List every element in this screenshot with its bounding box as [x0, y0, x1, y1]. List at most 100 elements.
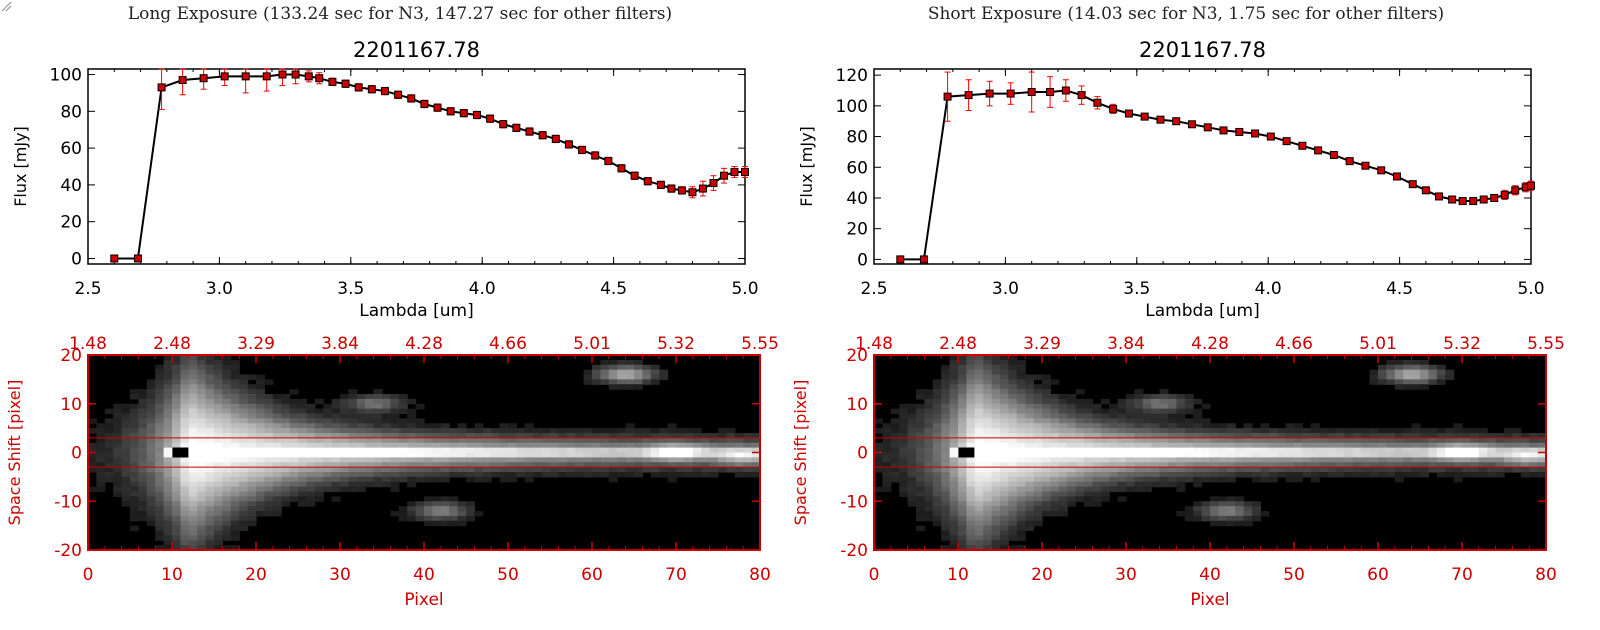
top-tick-label: 3.29 — [1023, 334, 1061, 354]
data-point — [315, 74, 324, 83]
data-point — [394, 90, 403, 99]
image-pixels — [88, 355, 761, 551]
data-point — [1448, 195, 1457, 204]
data-point — [578, 145, 587, 154]
data-point — [1077, 91, 1086, 100]
x-tick-label: 3.5 — [1123, 279, 1150, 299]
data-point — [1435, 192, 1444, 201]
data-point — [985, 89, 994, 98]
spectrum-line — [900, 89, 1532, 261]
plot-frame — [873, 68, 1532, 265]
data-point — [630, 171, 639, 180]
y-axis-label: Space Shift [pixel] — [791, 380, 810, 526]
x-tick-label: 2.5 — [860, 279, 887, 299]
x-tick-label: 30 — [329, 565, 351, 585]
x-tick-label: 40 — [1199, 565, 1221, 585]
y-tick-label: 0 — [71, 249, 82, 269]
data-point — [110, 254, 119, 263]
data-point — [354, 83, 363, 92]
data-point — [1061, 86, 1070, 95]
data-point — [472, 110, 481, 119]
y-tick-label: -10 — [54, 492, 82, 512]
data-point — [1479, 195, 1488, 204]
data-point — [730, 168, 739, 177]
data-point — [525, 127, 534, 136]
short-exposure-figure: 2201167.782.5 3.0 3.5 4.0 4.5 5.0020406080100… — [791, 38, 1565, 610]
data-point — [446, 107, 455, 116]
data-point — [1377, 166, 1386, 175]
data-point — [617, 164, 626, 173]
x-tick-label: 10 — [947, 565, 969, 585]
data-point — [433, 103, 442, 112]
data-point — [1282, 137, 1291, 146]
data-point — [157, 83, 166, 92]
data-point — [220, 72, 229, 81]
x-tick-label: 4.0 — [469, 279, 496, 299]
x-axis-label: Pixel — [1190, 590, 1229, 610]
x-axis-label: Lambda [um] — [1145, 301, 1259, 321]
data-point — [262, 72, 271, 81]
x-tick-label: 0 — [83, 565, 94, 585]
x-tick-label: 4.5 — [600, 279, 627, 299]
y-tick-label: -10 — [840, 492, 868, 512]
data-point — [1490, 193, 1499, 202]
x-tick-label: 4.5 — [1386, 279, 1413, 299]
top-tick-label: 4.28 — [405, 334, 443, 354]
data-point — [133, 254, 142, 263]
x-tick-label: 50 — [1283, 565, 1305, 585]
data-point — [1392, 172, 1401, 181]
top-tick-label: 3.29 — [237, 334, 275, 354]
data-point — [1203, 123, 1212, 132]
data-point — [943, 92, 952, 101]
data-point — [741, 168, 749, 177]
data-point — [367, 85, 376, 94]
x-tick-label: 3.0 — [206, 279, 233, 299]
data-point — [643, 177, 652, 186]
data-point — [1172, 117, 1181, 126]
data-point — [1235, 127, 1244, 136]
data-point — [420, 99, 429, 108]
panel-heading: Long Exposure (133.24 sec for N3, 147.27… — [127, 4, 673, 24]
x-tick-label: 5.0 — [731, 279, 758, 299]
x-axis-label: Pixel — [404, 590, 443, 610]
top-tick-label: 4.66 — [1275, 334, 1313, 354]
data-point — [512, 123, 521, 132]
top-tick-label: 1.48 — [69, 334, 107, 354]
y-axis-label: Flux [mJy] — [797, 126, 816, 207]
data-point — [380, 87, 389, 96]
y-axis-label: Space Shift [pixel] — [5, 380, 24, 526]
x-tick-label: 2.5 — [74, 279, 101, 299]
data-point — [1124, 109, 1133, 118]
y-tick-label: 20 — [846, 220, 868, 240]
x-tick-label: 50 — [497, 565, 519, 585]
resize-grip-icon[interactable] — [0, 0, 12, 12]
top-tick-label: 1.48 — [855, 334, 893, 354]
x-tick-label: 0 — [869, 565, 880, 585]
data-point — [964, 91, 973, 100]
data-point — [407, 94, 416, 103]
data-point — [199, 74, 208, 83]
x-tick-label: 5.0 — [1517, 279, 1544, 299]
x-tick-label: 40 — [413, 565, 435, 585]
data-point — [677, 186, 686, 195]
peak-marker — [958, 447, 975, 458]
data-point — [919, 255, 928, 264]
x-tick-label: 60 — [1367, 565, 1389, 585]
plot-title: 2201167.78 — [353, 38, 480, 62]
plot-title: 2201167.78 — [1139, 38, 1266, 62]
top-tick-label: 3.84 — [1107, 334, 1145, 354]
data-point — [698, 184, 707, 193]
data-point — [1187, 120, 1196, 129]
data-point — [538, 131, 547, 140]
x-tick-label: 20 — [245, 565, 267, 585]
x-tick-label: 70 — [1451, 565, 1473, 585]
y-tick-label: 60 — [60, 139, 82, 159]
data-point — [1140, 112, 1149, 121]
x-tick-label: 10 — [161, 565, 183, 585]
data-point — [1266, 132, 1275, 141]
y-tick-label: 40 — [846, 189, 868, 209]
y-tick-label: 0 — [857, 444, 868, 464]
data-point — [551, 134, 560, 143]
top-tick-label: 4.28 — [1191, 334, 1229, 354]
data-point — [591, 151, 600, 160]
